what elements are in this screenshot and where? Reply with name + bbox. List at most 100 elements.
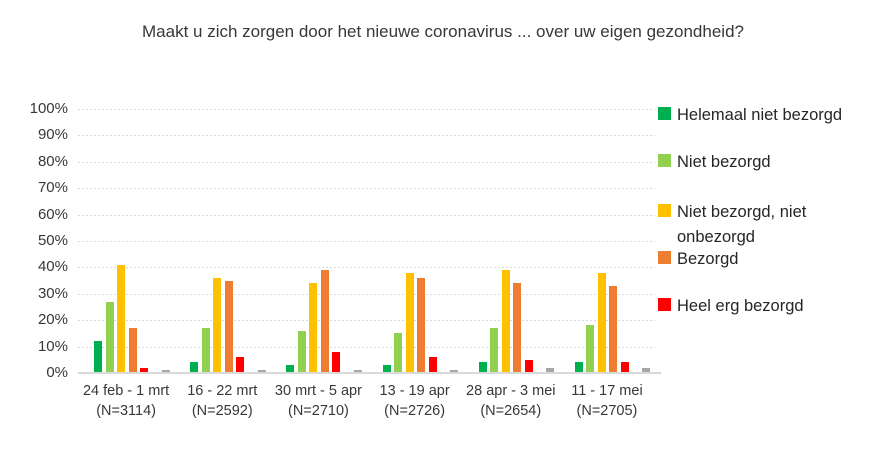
x-label-n: (N=2705) xyxy=(576,403,638,420)
x-label-period: 11 - 17 mei xyxy=(571,383,643,399)
bar-s3-c4 xyxy=(513,283,522,373)
bar-s4-c1 xyxy=(236,357,245,373)
bar-s4-c2 xyxy=(332,351,341,373)
y-axis-labels: 0% 10% 20% 30% 40% 50% 60% 70% 80% 90% 100% xyxy=(0,100,68,381)
legend-label: Niet bezorgd, niet onbezorgd xyxy=(677,203,807,246)
legend-item: Helemaal niet bezorgd xyxy=(658,103,855,128)
x-label-n: (N=2726) xyxy=(384,403,446,420)
bar-s0-c5 xyxy=(574,362,583,373)
bar-group xyxy=(463,109,559,373)
legend-swatch xyxy=(658,204,671,217)
x-category-label: 28 apr - 3 mei (N=2654) xyxy=(463,381,559,422)
legend-item: Heel erg bezorgd xyxy=(658,294,855,319)
bar-groups xyxy=(78,109,655,373)
gridline xyxy=(78,161,655,163)
bar-s1-c4 xyxy=(490,328,499,373)
x-label-n: (N=2592) xyxy=(191,403,253,420)
y-tick-label: 70% xyxy=(37,179,68,197)
x-axis-line xyxy=(78,372,661,374)
bar-group xyxy=(367,109,463,373)
x-category-label: 30 mrt - 5 apr (N=2710) xyxy=(270,381,366,422)
bar-s0-c1 xyxy=(190,362,199,373)
x-category-label: 13 - 19 apr (N=2726) xyxy=(367,381,463,422)
bar-s4-c4 xyxy=(524,359,533,373)
bar-s0-c4 xyxy=(478,362,487,373)
bar-s1-c5 xyxy=(586,325,595,373)
bar-s0-c2 xyxy=(286,365,295,373)
legend-item: Bezorgd xyxy=(658,247,855,272)
bar-s3-c0 xyxy=(128,328,137,373)
bar-group xyxy=(270,109,366,373)
legend-label: Bezorgd xyxy=(677,250,739,268)
gridline xyxy=(78,293,655,295)
bar-s3-c5 xyxy=(609,285,618,373)
bar-group xyxy=(559,109,655,373)
legend-swatch xyxy=(658,154,671,167)
x-label-period: 30 mrt - 5 apr xyxy=(274,383,362,399)
legend-label: Heel erg bezorgd xyxy=(677,297,804,315)
bar-s2-c0 xyxy=(117,264,125,373)
y-tick-label: 100% xyxy=(29,100,68,117)
chart-title: Maakt u zich zorgen door het nieuwe coro… xyxy=(142,22,744,41)
bar-s5-c0 xyxy=(161,370,170,373)
x-label-n: (N=3114) xyxy=(96,403,156,420)
legend-label: Helemaal niet bezorgd xyxy=(677,106,843,124)
bar-s3-c1 xyxy=(224,280,233,373)
y-tick-label: 30% xyxy=(37,284,68,302)
x-category-label: 24 feb - 1 mrt (N=3114) xyxy=(78,381,174,422)
bar-s2-c3 xyxy=(405,272,414,373)
gridline xyxy=(78,346,655,348)
y-tick-label: 40% xyxy=(37,258,68,276)
bar-s5-c5 xyxy=(642,367,651,373)
bar-s5-c4 xyxy=(546,367,555,373)
bar-s5-c3 xyxy=(450,370,459,373)
y-tick-label: 60% xyxy=(37,205,68,223)
gridline xyxy=(78,109,655,110)
y-tick-label: 10% xyxy=(37,337,68,355)
bar-s0-c0 xyxy=(94,341,102,373)
bar-s4-c0 xyxy=(140,367,148,373)
x-category-label: 16 - 22 mrt (N=2592) xyxy=(174,381,270,422)
x-label-period: 13 - 19 apr xyxy=(379,383,450,399)
legend: Helemaal niet bezorgd Niet bezorgd Niet be… xyxy=(658,103,883,363)
y-tick-label: 80% xyxy=(37,152,68,170)
bar-group xyxy=(174,109,270,373)
bar-s1-c3 xyxy=(394,333,403,373)
bar-s3-c3 xyxy=(417,277,426,373)
legend-swatch xyxy=(658,298,671,311)
bar-s1-c1 xyxy=(201,328,210,373)
bar-s5-c1 xyxy=(257,370,266,373)
bar-s2-c4 xyxy=(501,270,510,373)
x-category-label: 11 - 17 mei (N=2705) xyxy=(559,381,655,422)
bar-s4-c5 xyxy=(620,362,629,373)
gridline xyxy=(78,267,655,269)
legend-label: Niet bezorgd xyxy=(677,153,771,171)
bar-s3-c2 xyxy=(320,270,329,373)
legend-swatch xyxy=(658,107,671,120)
y-tick-label: 0% xyxy=(46,364,68,381)
gridline xyxy=(78,188,655,190)
bar-s2-c1 xyxy=(213,277,222,373)
bar-group xyxy=(78,109,174,373)
gridline xyxy=(78,320,655,322)
gridline xyxy=(78,135,655,137)
x-label-period: 16 - 22 mrt xyxy=(187,383,258,399)
gridline xyxy=(78,214,655,216)
bar-s0-c3 xyxy=(382,365,391,373)
bar-s2-c2 xyxy=(309,283,318,373)
bar-s2-c5 xyxy=(597,272,606,373)
x-label-period: 24 feb - 1 mrt xyxy=(82,383,170,399)
y-tick-label: 50% xyxy=(37,232,68,249)
x-label-n: (N=2710) xyxy=(288,403,349,420)
legend-item: Niet bezorgd xyxy=(658,150,855,175)
legend-swatch xyxy=(658,251,671,264)
x-label-period: 28 apr - 3 mei xyxy=(466,383,556,399)
gridline xyxy=(78,241,655,242)
y-tick-label: 20% xyxy=(37,311,68,329)
legend-item: Niet bezorgd, niet onbezorgd xyxy=(658,200,855,250)
bar-s1-c0 xyxy=(105,301,114,373)
y-tick-label: 90% xyxy=(37,126,68,144)
bar-s4-c3 xyxy=(428,357,437,373)
bar-s5-c2 xyxy=(353,370,362,373)
